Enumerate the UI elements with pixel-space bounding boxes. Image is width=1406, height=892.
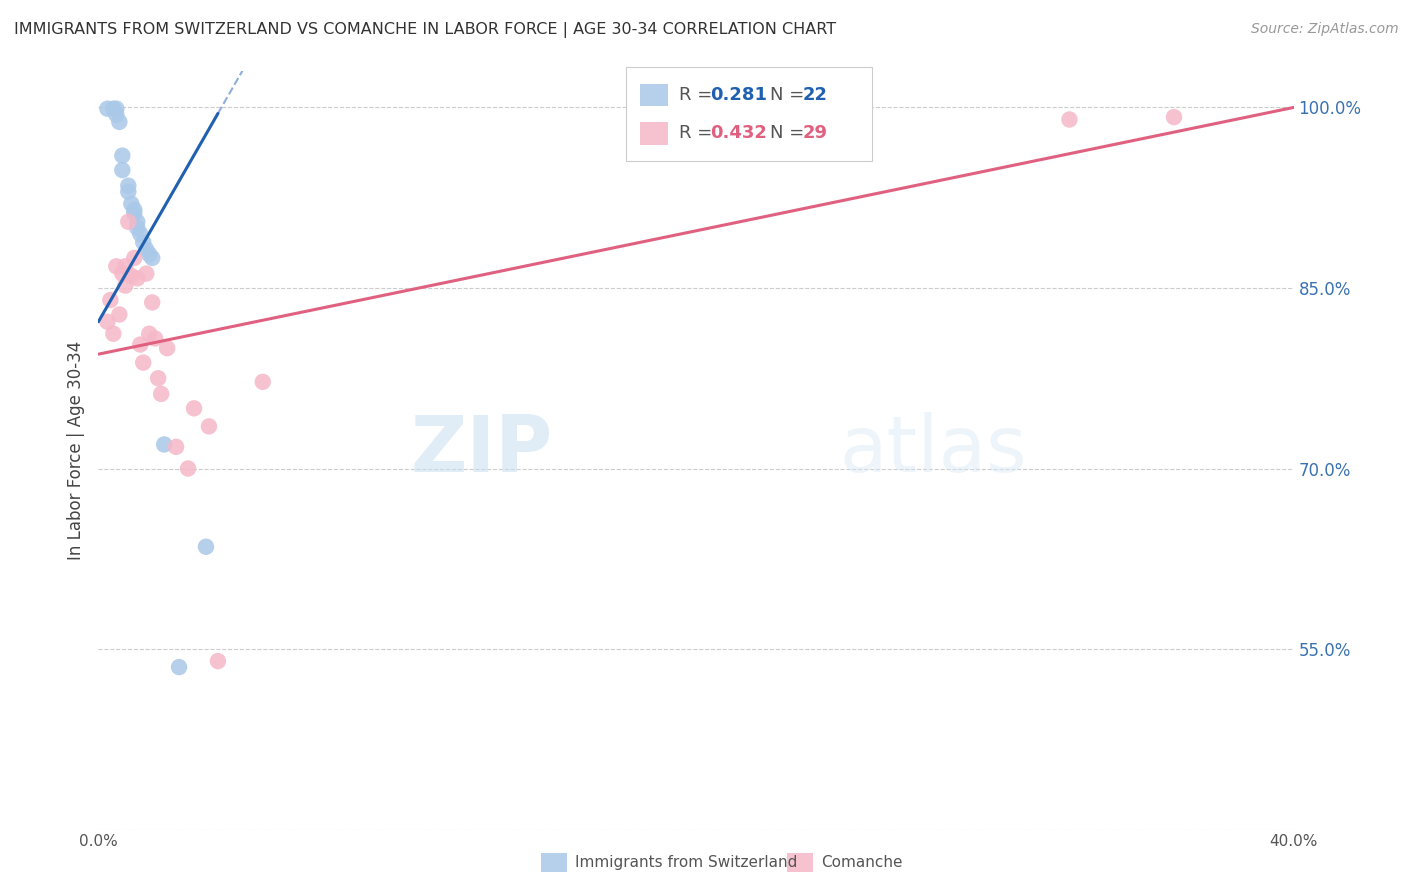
Point	[252, 375, 274, 389]
Point	[129, 337, 152, 351]
Point	[141, 251, 163, 265]
Point	[120, 268, 142, 283]
Point	[207, 654, 229, 668]
Point	[138, 247, 160, 261]
Point	[138, 326, 160, 341]
Point	[165, 440, 187, 454]
Point	[167, 660, 190, 674]
Point	[195, 540, 218, 554]
Point	[117, 215, 139, 229]
Point	[143, 332, 166, 346]
Point	[156, 341, 179, 355]
Text: Source: ZipAtlas.com: Source: ZipAtlas.com	[1251, 22, 1399, 37]
Point	[108, 308, 131, 322]
Point	[111, 148, 134, 162]
Point	[96, 102, 118, 116]
Point	[105, 108, 128, 122]
Text: R =: R =	[679, 86, 718, 103]
Point	[124, 202, 146, 217]
Point	[150, 387, 173, 401]
Point	[153, 437, 176, 451]
Point	[183, 401, 205, 416]
Point	[114, 260, 136, 274]
Text: IMMIGRANTS FROM SWITZERLAND VS COMANCHE IN LABOR FORCE | AGE 30-34 CORRELATION C: IMMIGRANTS FROM SWITZERLAND VS COMANCHE …	[14, 22, 837, 38]
Text: 29: 29	[803, 124, 828, 142]
Text: Immigrants from Switzerland: Immigrants from Switzerland	[575, 855, 797, 870]
Text: Comanche: Comanche	[821, 855, 903, 870]
Text: atlas: atlas	[839, 412, 1026, 489]
Point	[148, 371, 170, 385]
Point	[141, 295, 163, 310]
Point	[132, 356, 155, 370]
Point	[127, 215, 149, 229]
Point	[111, 163, 134, 178]
Text: R =: R =	[679, 124, 718, 142]
Point	[96, 315, 118, 329]
Point	[177, 461, 200, 475]
Point	[127, 220, 149, 235]
Point	[124, 206, 146, 220]
Text: 22: 22	[803, 86, 828, 103]
Point	[1059, 112, 1081, 127]
Point	[127, 271, 149, 285]
Text: N =: N =	[770, 86, 810, 103]
Point	[135, 267, 157, 281]
Point	[105, 260, 128, 274]
Point	[1163, 110, 1185, 124]
Point	[114, 278, 136, 293]
Text: ZIP: ZIP	[411, 412, 553, 489]
Point	[111, 267, 134, 281]
Point	[129, 227, 152, 241]
Text: 0.281: 0.281	[710, 86, 768, 103]
Y-axis label: In Labor Force | Age 30-34: In Labor Force | Age 30-34	[66, 341, 84, 560]
Point	[117, 178, 139, 193]
Point	[105, 102, 128, 116]
Point	[132, 235, 155, 250]
Point	[124, 251, 146, 265]
Point	[103, 326, 125, 341]
Point	[103, 102, 125, 116]
Point	[120, 196, 142, 211]
Point	[198, 419, 221, 434]
Point	[98, 293, 122, 307]
Point	[135, 243, 157, 257]
Text: N =: N =	[770, 124, 810, 142]
Point	[117, 185, 139, 199]
Point	[108, 115, 131, 129]
Text: 0.432: 0.432	[710, 124, 766, 142]
